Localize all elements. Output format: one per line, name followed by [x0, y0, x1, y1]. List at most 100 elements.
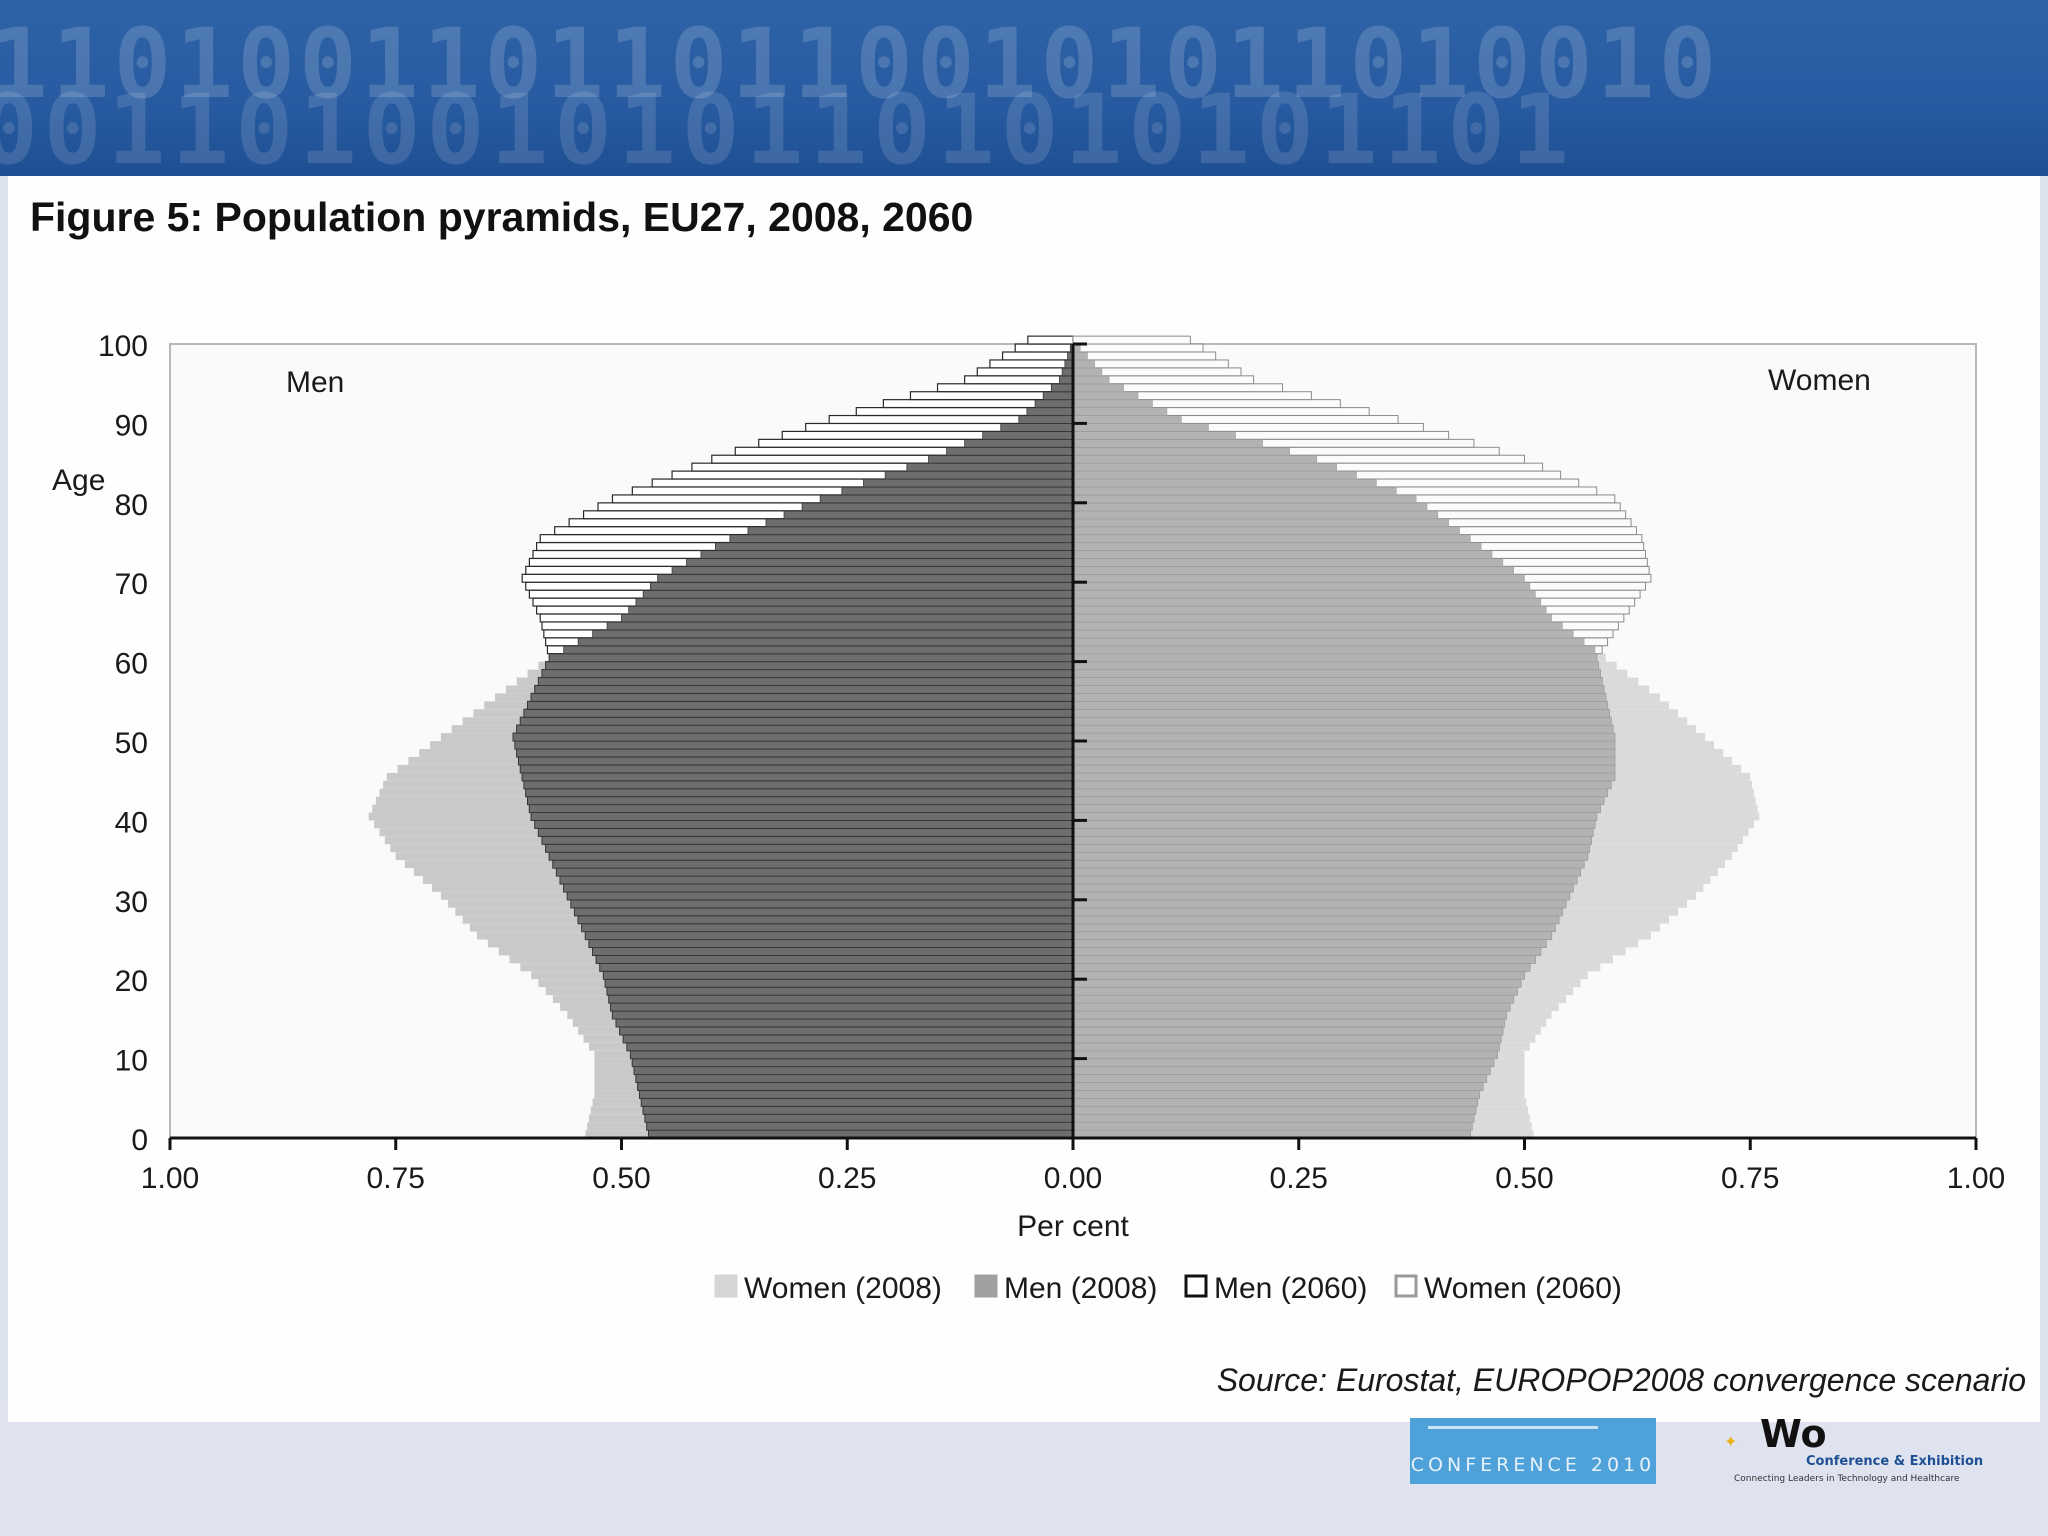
bar-women-overlap — [1072, 605, 1547, 615]
bar-women-overlap — [1072, 748, 1616, 758]
bar-women-overlap — [1072, 375, 1110, 384]
bar-men-overlap — [671, 565, 1074, 575]
bar-men-overlap — [801, 502, 1074, 512]
legend-swatch — [974, 1274, 998, 1298]
bar-men-overlap — [863, 478, 1074, 488]
bar-men-overlap — [819, 494, 1074, 504]
y-axis-label: Age — [52, 464, 105, 497]
bar-men-overlap — [884, 470, 1074, 480]
x-tick-label: 0.50 — [592, 1162, 650, 1195]
bar-men-overlap — [606, 621, 1074, 631]
bar-women-overlap — [1072, 716, 1612, 726]
bar-women-2060 — [1072, 359, 1229, 369]
bar-women-overlap — [1072, 439, 1263, 448]
bar-women-overlap — [1072, 899, 1567, 909]
legend-swatch — [714, 1274, 738, 1298]
bar-men-overlap — [615, 1018, 1074, 1028]
bar-women-overlap — [1072, 820, 1596, 829]
figure-panel: Figure 5: Population pyramids, EU27, 200… — [8, 176, 2040, 1422]
bar-women-2060 — [1072, 351, 1217, 361]
bar-men-overlap — [538, 828, 1074, 837]
partner-logo-tagline: Connecting Leaders in Technology and Hea… — [1734, 1474, 1960, 1484]
bar-men-overlap — [577, 637, 1074, 647]
bar-men-overlap — [1018, 415, 1074, 424]
bar-women-overlap — [1072, 391, 1139, 400]
bar-men-overlap — [534, 820, 1074, 829]
bar-men-overlap — [563, 645, 1074, 655]
bar-men-overlap — [642, 589, 1074, 599]
bar-men-overlap — [530, 812, 1074, 821]
conference-logo-mark — [1428, 1404, 1598, 1429]
y-tick-label: 30 — [115, 886, 148, 919]
bar-men-overlap — [612, 1010, 1074, 1020]
bar-men-overlap — [631, 1058, 1074, 1067]
bar-men-overlap — [570, 899, 1074, 909]
bar-women-overlap — [1072, 1058, 1495, 1067]
bar-women-overlap — [1072, 804, 1601, 813]
bar-men-overlap — [588, 939, 1074, 948]
bar-men-2060 — [1001, 351, 1074, 361]
legend-label: Women (2008) — [744, 1272, 942, 1305]
legend-label: Men (2060) — [1214, 1272, 1367, 1305]
bar-women-overlap — [1072, 558, 1504, 567]
bar-women-overlap — [1072, 701, 1608, 710]
bar-men-2060 — [1027, 335, 1074, 345]
legend-swatch — [1394, 1274, 1418, 1298]
bar-men-overlap — [548, 653, 1074, 663]
bar-women-overlap — [1072, 462, 1337, 472]
bar-men-overlap — [783, 510, 1074, 520]
bar-women-overlap — [1072, 486, 1397, 496]
bar-women-2060 — [1072, 335, 1191, 345]
bar-men-overlap — [518, 756, 1074, 766]
women-panel-label: Women — [1768, 364, 1871, 397]
bar-women-overlap — [1072, 875, 1578, 885]
bar-women-overlap — [1072, 407, 1168, 416]
bar-men-overlap — [604, 978, 1074, 988]
bar-women-overlap — [1072, 566, 1514, 575]
bar-men-overlap — [516, 748, 1074, 758]
bar-men-overlap — [606, 986, 1074, 996]
bar-men-overlap — [527, 700, 1074, 710]
y-tick-label: 90 — [115, 409, 148, 442]
bar-men-overlap — [523, 780, 1074, 790]
bar-women-overlap — [1072, 415, 1182, 424]
bar-women-overlap — [1072, 1010, 1507, 1020]
x-tick-label: 0.25 — [818, 1162, 876, 1195]
bar-men-2060 — [1014, 343, 1074, 353]
bar-men-overlap — [581, 923, 1074, 932]
bar-men-overlap — [574, 907, 1074, 917]
bar-women-overlap — [1072, 637, 1585, 647]
bar-women-overlap — [1072, 534, 1471, 543]
bar-women-overlap — [1072, 859, 1585, 869]
bar-men-overlap — [1050, 383, 1074, 393]
y-tick-label: 70 — [115, 568, 148, 601]
bar-men-overlap — [964, 438, 1074, 448]
bar-men-overlap — [642, 1105, 1074, 1115]
x-tick-label: 0.75 — [1721, 1162, 1779, 1195]
bar-women-overlap — [1072, 359, 1095, 369]
y-tick-label: 50 — [115, 727, 148, 760]
bar-women-overlap — [1072, 550, 1493, 559]
bar-men-overlap — [646, 1121, 1074, 1131]
bar-women-overlap — [1072, 963, 1531, 972]
bar-women-overlap — [1072, 454, 1318, 464]
bar-women-overlap — [1072, 1121, 1473, 1131]
bar-women-overlap — [1072, 756, 1616, 766]
x-axis-label: Per cent — [1017, 1210, 1129, 1243]
bar-men-overlap — [841, 486, 1074, 496]
bar-men-overlap — [628, 605, 1074, 615]
bar-men-overlap — [545, 843, 1074, 853]
bar-women-overlap — [1072, 931, 1552, 940]
bar-women-overlap — [1072, 383, 1124, 392]
bar-men-overlap — [747, 526, 1074, 535]
bar-women-overlap — [1072, 653, 1598, 662]
x-tick-label: 0.00 — [1044, 1162, 1102, 1195]
bar-men-overlap — [595, 955, 1074, 964]
bar-women-overlap — [1072, 732, 1616, 742]
bar-women-overlap — [1072, 367, 1103, 377]
x-tick-label: 1.00 — [141, 1162, 199, 1195]
bar-women-overlap — [1072, 812, 1598, 821]
bar-women-overlap — [1072, 947, 1542, 956]
bar-men-overlap — [729, 534, 1074, 543]
source-note: Source: Eurostat, EUROPOP2008 convergenc… — [1216, 1362, 2026, 1398]
